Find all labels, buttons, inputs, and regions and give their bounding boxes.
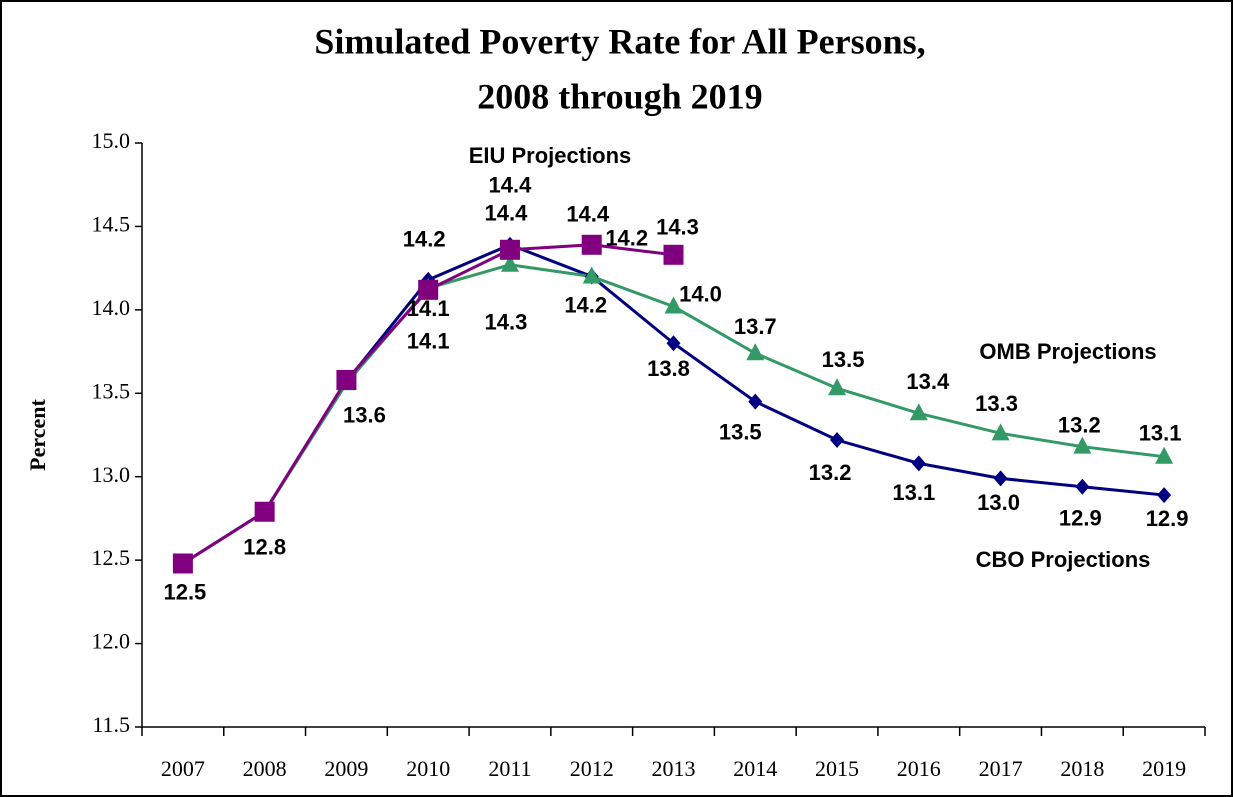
data-label: 13.6 [343, 402, 386, 427]
y-tick-label: 14.0 [92, 295, 131, 320]
x-tick-label: 2010 [406, 756, 450, 781]
data-label: 13.2 [809, 460, 852, 485]
marker [664, 296, 683, 314]
marker [336, 369, 357, 390]
series-annotation: EIU Projections [469, 143, 632, 168]
data-label: 13.1 [1139, 421, 1182, 446]
y-tick-label: 11.5 [92, 712, 130, 737]
y-tick-label: 12.5 [92, 545, 131, 570]
data-label: 14.2 [564, 292, 607, 317]
marker [666, 335, 681, 352]
marker [663, 244, 684, 265]
marker [499, 239, 520, 260]
marker [993, 470, 1008, 487]
data-label: 14.3 [656, 215, 699, 240]
y-tick-label: 12.0 [92, 629, 131, 654]
y-tick-label: 15.0 [92, 128, 131, 153]
marker [254, 501, 275, 522]
marker [1157, 487, 1172, 504]
marker [582, 266, 601, 284]
marker [418, 279, 439, 300]
x-tick-label: 2015 [815, 756, 859, 781]
data-label: 13.2 [1058, 412, 1101, 437]
data-label: 14.1 [407, 329, 450, 354]
data-label: 14.2 [605, 225, 648, 250]
x-tick-label: 2013 [652, 756, 696, 781]
data-label: 14.0 [679, 281, 722, 306]
data-label: 12.5 [163, 579, 206, 604]
x-tick-label: 2019 [1142, 756, 1186, 781]
data-label: 14.2 [403, 227, 446, 252]
x-tick-label: 2012 [570, 756, 614, 781]
series-annotation: OMB Projections [979, 339, 1156, 364]
data-label: 12.9 [1059, 506, 1102, 531]
y-tick-label: 14.5 [92, 211, 131, 236]
y-tick-label: 13.5 [92, 378, 131, 403]
marker [911, 455, 926, 472]
x-tick-label: 2017 [979, 756, 1023, 781]
series-annotation: CBO Projections [976, 547, 1151, 572]
marker [746, 343, 765, 361]
marker [991, 423, 1010, 441]
x-tick-label: 2016 [897, 756, 941, 781]
data-label: 14.3 [485, 310, 528, 335]
x-tick-label: 2009 [324, 756, 368, 781]
data-label: 13.1 [892, 480, 935, 505]
marker [1155, 446, 1174, 464]
x-tick-label: 2014 [733, 756, 777, 781]
marker [1073, 436, 1092, 454]
data-label: 13.4 [906, 369, 950, 394]
x-tick-label: 2007 [161, 756, 205, 781]
data-label: 13.5 [719, 419, 762, 444]
marker [581, 234, 602, 255]
marker [830, 432, 845, 449]
marker [828, 378, 847, 396]
marker [172, 553, 193, 574]
data-label: 13.5 [822, 347, 865, 372]
data-label: 14.4 [485, 201, 529, 226]
data-label: 13.7 [734, 314, 777, 339]
marker [909, 403, 928, 421]
data-label: 14.4 [489, 173, 533, 198]
data-label: 12.9 [1146, 506, 1189, 531]
data-label: 14.4 [566, 202, 610, 227]
x-tick-label: 2008 [243, 756, 287, 781]
y-tick-label: 13.0 [92, 462, 131, 487]
data-label: 14.1 [407, 296, 450, 321]
data-label: 12.8 [243, 535, 286, 560]
marker [748, 393, 763, 410]
x-tick-label: 2011 [488, 756, 531, 781]
data-label: 13.8 [647, 356, 690, 381]
data-label: 13.3 [975, 391, 1018, 416]
chart-subtitle: 2008 through 2019 [477, 76, 762, 116]
marker [1075, 478, 1090, 495]
chart-title: Simulated Poverty Rate for All Persons, [314, 21, 925, 61]
y-axis-label: Percent [25, 399, 50, 471]
data-label: 13.0 [977, 490, 1020, 515]
marker [500, 254, 519, 272]
x-tick-label: 2018 [1060, 756, 1104, 781]
